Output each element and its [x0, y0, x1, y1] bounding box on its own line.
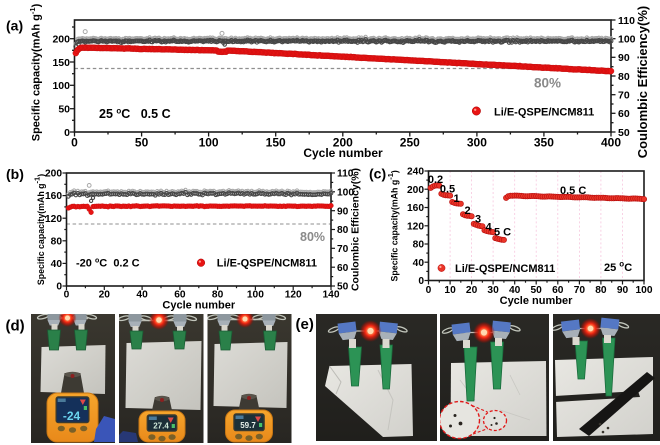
svg-text:0: 0 — [64, 127, 70, 139]
svg-text:25 oC: 25 oC — [604, 260, 632, 275]
svg-text:80: 80 — [618, 71, 630, 83]
svg-text:100: 100 — [52, 80, 70, 92]
svg-text:Coulombic Efficiency(%): Coulombic Efficiency(%) — [635, 6, 650, 158]
svg-text:100: 100 — [199, 136, 219, 150]
svg-text:50: 50 — [531, 285, 543, 296]
svg-text:160: 160 — [45, 191, 62, 202]
svg-text:100: 100 — [247, 290, 264, 301]
svg-text:160: 160 — [407, 203, 424, 214]
svg-text:120: 120 — [45, 214, 62, 225]
svg-text:80: 80 — [212, 290, 224, 301]
svg-text:60: 60 — [618, 108, 630, 120]
svg-text:(c): (c) — [369, 166, 386, 182]
svg-text:Specific capacity(mAh g-1): Specific capacity(mAh g-1) — [28, 3, 43, 141]
svg-text:0: 0 — [71, 136, 78, 150]
svg-text:25 oC 0.5 C: 25 oC 0.5 C — [99, 107, 171, 122]
svg-text:90: 90 — [337, 206, 349, 217]
svg-text:80: 80 — [51, 236, 63, 247]
svg-text:Cycle number: Cycle number — [162, 300, 235, 312]
svg-text:40: 40 — [509, 285, 521, 296]
svg-text:Li/E-QSPE/NCM811: Li/E-QSPE/NCM811 — [494, 107, 594, 119]
svg-text:150: 150 — [52, 57, 70, 69]
svg-text:27.4: 27.4 — [153, 422, 169, 431]
svg-text:120: 120 — [285, 290, 302, 301]
svg-text:100: 100 — [618, 34, 636, 46]
svg-text:140: 140 — [323, 290, 340, 301]
svg-text:90: 90 — [617, 285, 629, 296]
svg-text:70: 70 — [618, 90, 630, 102]
svg-text:0: 0 — [64, 290, 70, 301]
svg-text:0.5: 0.5 — [440, 184, 455, 196]
svg-text:5 C: 5 C — [494, 227, 511, 239]
svg-text:Cycle number: Cycle number — [303, 146, 383, 160]
svg-text:150: 150 — [266, 136, 286, 150]
svg-text:100: 100 — [636, 285, 653, 296]
svg-text:Li/E-QSPE/NCM811: Li/E-QSPE/NCM811 — [217, 258, 317, 270]
svg-text:400: 400 — [601, 136, 621, 150]
svg-text:30: 30 — [487, 285, 499, 296]
svg-text:-24: -24 — [63, 409, 81, 423]
svg-text:0.5 C: 0.5 C — [560, 185, 586, 197]
svg-text:-20 oC 0.2 C: -20 oC 0.2 C — [76, 258, 140, 270]
svg-text:80%: 80% — [534, 76, 561, 91]
svg-text:Specific capacity(mAh g-1): Specific capacity(mAh g-1) — [386, 170, 400, 281]
svg-text:Specific capacity(mAh g-1): Specific capacity(mAh g-1) — [33, 174, 47, 285]
svg-text:1: 1 — [453, 193, 459, 205]
svg-text:(b): (b) — [6, 166, 24, 182]
svg-text:70: 70 — [337, 244, 349, 255]
svg-text:4: 4 — [485, 222, 492, 234]
svg-text:10: 10 — [444, 285, 456, 296]
svg-text:20: 20 — [466, 285, 478, 296]
svg-text:90: 90 — [618, 52, 630, 64]
svg-text:110: 110 — [337, 169, 354, 180]
svg-text:40: 40 — [413, 258, 425, 269]
svg-text:50: 50 — [618, 127, 630, 139]
svg-text:3: 3 — [475, 214, 481, 226]
svg-text:80%: 80% — [300, 230, 325, 244]
svg-text:0: 0 — [418, 276, 424, 287]
svg-text:60: 60 — [174, 290, 186, 301]
svg-text:60: 60 — [552, 285, 564, 296]
svg-text:40: 40 — [51, 259, 63, 270]
svg-text:(a): (a) — [6, 18, 23, 34]
svg-text:120: 120 — [407, 221, 424, 232]
svg-text:100: 100 — [337, 187, 354, 198]
svg-text:300: 300 — [467, 136, 487, 150]
svg-text:0: 0 — [56, 282, 62, 293]
svg-text:40: 40 — [136, 290, 148, 301]
svg-text:Li/E-QSPE/NCM811: Li/E-QSPE/NCM811 — [455, 263, 555, 275]
svg-text:70: 70 — [574, 285, 586, 296]
svg-text:80: 80 — [595, 285, 607, 296]
svg-text:80: 80 — [413, 240, 425, 251]
svg-text:20: 20 — [99, 290, 111, 301]
svg-text:50: 50 — [58, 104, 70, 116]
svg-text:200: 200 — [45, 169, 62, 180]
svg-text:0: 0 — [426, 285, 432, 296]
svg-text:0.2: 0.2 — [428, 174, 443, 186]
svg-text:200: 200 — [407, 185, 424, 196]
svg-text:60: 60 — [337, 263, 349, 274]
svg-text:200: 200 — [52, 34, 70, 46]
svg-text:59.7: 59.7 — [240, 421, 256, 430]
svg-text:240: 240 — [407, 167, 424, 178]
svg-text:80: 80 — [337, 225, 349, 236]
svg-text:Cycle number: Cycle number — [500, 295, 573, 307]
svg-text:(e): (e) — [296, 316, 314, 333]
svg-text:2: 2 — [464, 205, 470, 217]
svg-text:250: 250 — [400, 136, 420, 150]
svg-text:110: 110 — [618, 15, 635, 27]
svg-text:350: 350 — [534, 136, 554, 150]
svg-text:200: 200 — [333, 136, 353, 150]
svg-text:50: 50 — [337, 282, 349, 293]
svg-text:(d): (d) — [6, 318, 25, 335]
svg-text:50: 50 — [135, 136, 149, 150]
svg-text:Coulombic Efficiency(%): Coulombic Efficiency(%) — [350, 168, 362, 291]
